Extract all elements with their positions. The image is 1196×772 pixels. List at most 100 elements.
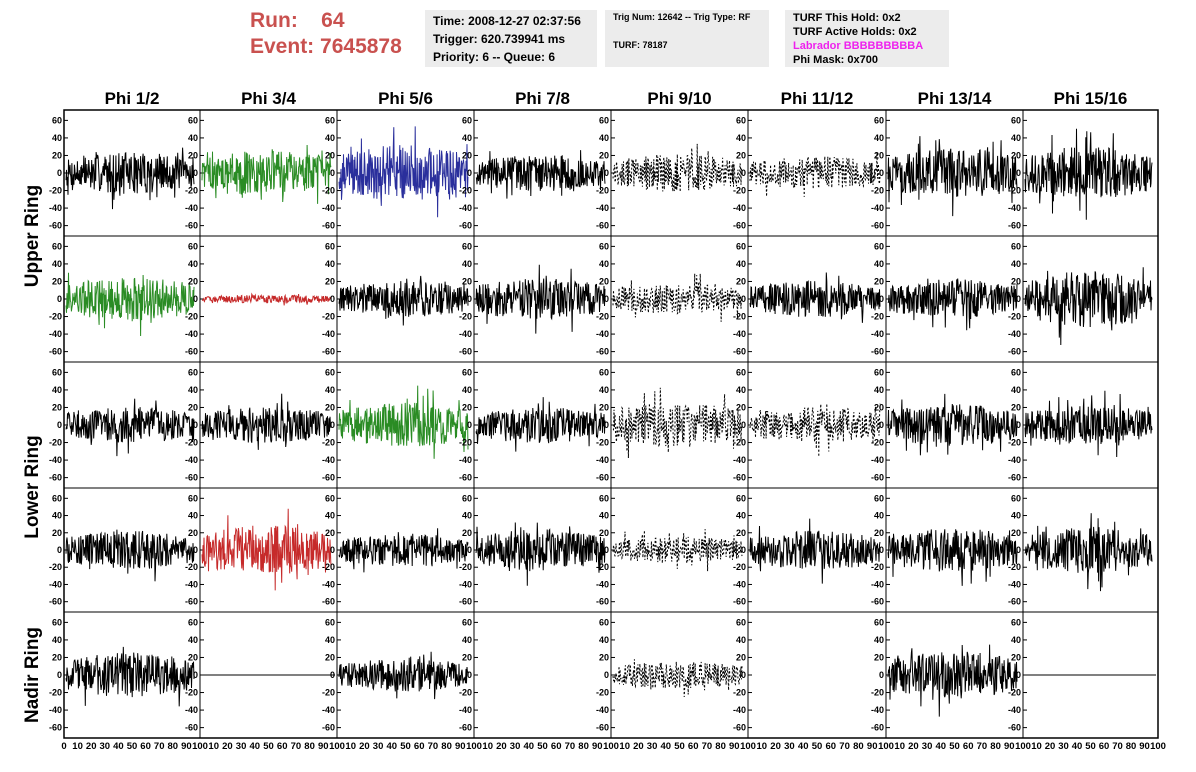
- y-tick-label: 20: [325, 150, 335, 160]
- panel-r2-c2: 60 40 20 0 -20 -40 -60: [185, 236, 337, 363]
- y-tick-label: 60: [1011, 115, 1021, 125]
- x-tick-label: 60: [414, 741, 425, 752]
- y-tick-label: 60: [188, 115, 198, 125]
- y-tick-label: 20: [1011, 652, 1021, 662]
- y-tick-label: 20: [874, 276, 884, 286]
- turf-info-box: TURF This Hold: 0x2 TURF Active Holds: 0…: [785, 10, 949, 67]
- priority-text: Priority: 6 -- Queue: 6: [433, 50, 556, 64]
- waveform-trace: [65, 272, 195, 337]
- y-tick-label: -60: [185, 347, 198, 357]
- y-tick-label: 60: [1011, 493, 1021, 503]
- panel-r2-c8: 60 40 20 0 -20 -40 -60: [1008, 236, 1158, 363]
- y-tick-label: -20: [49, 562, 62, 572]
- y-tick-label: 40: [325, 635, 335, 645]
- y-tick-label: 20: [736, 150, 746, 160]
- column-header-2: Phi 3/4: [241, 89, 296, 108]
- y-tick-label: 20: [1011, 276, 1021, 286]
- y-tick-label: -20: [185, 438, 198, 448]
- y-tick-label: -60: [733, 597, 746, 607]
- y-tick-label: 0: [879, 545, 884, 555]
- x-tick-label: 80: [990, 741, 1001, 752]
- y-tick-label: 60: [599, 241, 609, 251]
- waveform-trace: [887, 278, 1018, 331]
- y-tick-label: -60: [871, 473, 884, 483]
- waveform-trace: [612, 387, 743, 459]
- y-tick-label: 40: [599, 259, 609, 269]
- x-tick-label: 90: [592, 741, 603, 752]
- y-tick-label: 0: [604, 670, 609, 680]
- y-tick-label: -60: [733, 723, 746, 733]
- x-tick-label: 50: [263, 741, 274, 752]
- y-tick-label: -20: [49, 312, 62, 322]
- column-header-1: Phi 1/2: [105, 89, 160, 108]
- y-tick-label: 0: [330, 294, 335, 304]
- y-tick-label: -40: [49, 455, 62, 465]
- y-tick-label: 40: [1011, 635, 1021, 645]
- y-tick-label: -60: [49, 347, 62, 357]
- panel-r5-c6: 60 40 20 0 -20 -40 -60: [733, 612, 886, 739]
- x-tick-label: 80: [578, 741, 589, 752]
- y-tick-label: 0: [604, 294, 609, 304]
- y-tick-label: -40: [871, 329, 884, 339]
- y-tick-label: 20: [325, 276, 335, 286]
- y-tick-label: -20: [1008, 438, 1021, 448]
- panel-r1-c3: 60 40 20 0 -20 -40 -60: [322, 110, 474, 237]
- y-tick-label: 40: [188, 133, 198, 143]
- y-tick-label: 20: [188, 276, 198, 286]
- x-tick-label: 40: [936, 741, 947, 752]
- y-tick-label: 60: [599, 493, 609, 503]
- x-tick-label: 90: [455, 741, 466, 752]
- y-tick-label: 0: [604, 545, 609, 555]
- y-tick-label: -40: [871, 455, 884, 465]
- y-tick-label: 20: [462, 528, 472, 538]
- y-tick-label: -60: [459, 347, 472, 357]
- y-tick-label: 60: [874, 115, 884, 125]
- y-tick-label: -20: [185, 562, 198, 572]
- panel-r5-c7: 60 40 20 0 -20 -40 -60: [871, 612, 1023, 739]
- turf-this-hold-text: TURF This Hold: 0x2: [793, 12, 901, 24]
- panel-r4-c3: 60 40 20 0 -20 -40 -60: [322, 488, 474, 613]
- x-tick-label: 100: [329, 741, 345, 752]
- trig-num-text: Trig Num: 12642 -- Trig Type: RF: [613, 12, 751, 22]
- y-tick-label: -20: [596, 562, 609, 572]
- waveform-trace: [887, 393, 1018, 456]
- x-tick-label: 30: [784, 741, 795, 752]
- waveform-trace: [612, 529, 743, 572]
- y-tick-label: -60: [49, 597, 62, 607]
- y-tick-label: -40: [459, 705, 472, 715]
- y-tick-label: 0: [1016, 670, 1021, 680]
- y-tick-label: -20: [322, 312, 335, 322]
- y-tick-label: -40: [49, 329, 62, 339]
- y-tick-label: 0: [330, 420, 335, 430]
- y-tick-label: -40: [596, 455, 609, 465]
- y-tick-label: -60: [322, 221, 335, 231]
- time-text: Time: 2008-12-27 02:37:56: [433, 14, 581, 28]
- y-tick-label: -20: [871, 438, 884, 448]
- y-tick-label: -40: [596, 329, 609, 339]
- x-tick-label: 10: [345, 741, 356, 752]
- y-tick-label: -40: [596, 705, 609, 715]
- x-tick-label: 80: [168, 741, 179, 752]
- y-tick-label: 60: [736, 367, 746, 377]
- y-tick-label: 0: [330, 545, 335, 555]
- y-tick-label: 20: [188, 402, 198, 412]
- y-tick-label: -40: [459, 455, 472, 465]
- panel-r2-c6: 60 40 20 0 -20 -40 -60: [733, 236, 886, 363]
- panel-r4-c5: 60 40 20 0 -20 -40 -60: [596, 488, 748, 613]
- y-tick-label: 60: [1011, 617, 1021, 627]
- panel-r4-c1: 60 40 20 0 -20 -40 -60: [49, 488, 200, 613]
- y-tick-label: 60: [1011, 241, 1021, 251]
- y-tick-label: -40: [1008, 705, 1021, 715]
- waveform-trace: [1024, 267, 1153, 346]
- y-tick-label: 40: [52, 385, 62, 395]
- y-tick-label: -60: [185, 723, 198, 733]
- x-tick-label: 90: [867, 741, 878, 752]
- waveform-trace: [338, 126, 469, 218]
- y-tick-label: 40: [462, 133, 472, 143]
- y-tick-label: -60: [1008, 597, 1021, 607]
- panel-r5-c5: 60 40 20 0 -20 -40 -60: [596, 612, 748, 739]
- y-tick-label: 60: [736, 617, 746, 627]
- waveform-trace: [338, 275, 469, 326]
- waveform-trace: [65, 529, 195, 582]
- y-tick-label: 60: [462, 241, 472, 251]
